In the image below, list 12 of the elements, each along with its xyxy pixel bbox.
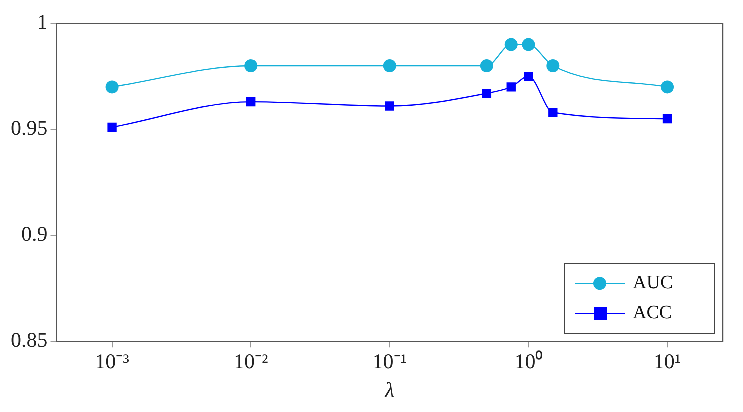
legend-label: AUC	[633, 272, 674, 294]
x-axis-title: λ	[384, 378, 394, 402]
x-tick-label: 10⁻²	[234, 350, 268, 374]
x-tick-label: 10⁻³	[95, 350, 130, 374]
y-tick-label: 0.9	[22, 222, 48, 246]
x-tick-label: 10⁻¹	[372, 350, 408, 374]
x-tick-label: 10⁰	[514, 350, 543, 374]
x-tick-label: 10¹	[654, 350, 682, 374]
y-tick-label: 0.85	[11, 328, 48, 352]
y-tick-label: 0.95	[11, 116, 48, 140]
y-tick-label: 1	[37, 10, 48, 34]
legend-label: ACC	[633, 302, 672, 324]
